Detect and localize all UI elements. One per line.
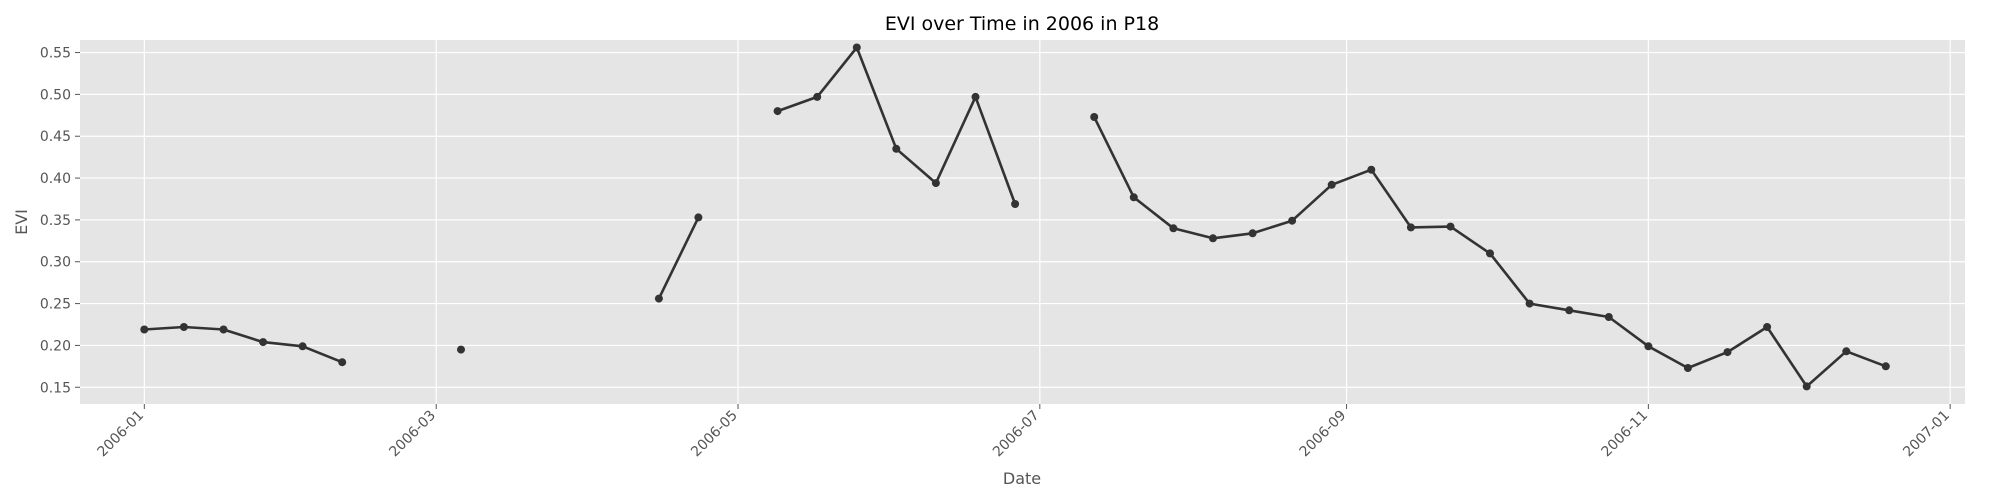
y-tick-label: 0.50 (40, 87, 71, 103)
data-point (1288, 216, 1297, 225)
data-point (1763, 323, 1772, 331)
data-point (457, 345, 465, 354)
data-point (813, 92, 822, 101)
y-tick-label: 0.35 (40, 213, 71, 229)
data-point (140, 325, 149, 334)
y-tick-label: 0.40 (40, 171, 71, 187)
data-point (1169, 224, 1178, 233)
data-point (1486, 249, 1494, 258)
data-point (1604, 313, 1613, 321)
y-axis-label: EVI (12, 209, 31, 235)
y-tick-label: 0.30 (40, 255, 71, 271)
data-point (179, 323, 188, 331)
data-point (1446, 222, 1455, 231)
data-point (1525, 299, 1534, 308)
data-point (1406, 223, 1415, 232)
x-tick-label: 2006-07 (990, 408, 1043, 461)
series-points (140, 43, 1890, 391)
y-tick-label: 0.45 (40, 129, 71, 145)
data-point (1842, 347, 1851, 356)
data-point (1683, 364, 1692, 372)
x-tick-label: 2006-01 (94, 408, 147, 461)
data-point (971, 92, 980, 101)
y-tick-label: 0.55 (40, 46, 71, 62)
data-point (1367, 165, 1376, 174)
data-point (259, 338, 268, 347)
data-point (1723, 348, 1732, 357)
data-point (1881, 362, 1890, 371)
data-point (931, 179, 940, 188)
y-tick-label: 0.20 (40, 338, 71, 354)
chart-title: EVI over Time in 2006 in P18 (885, 13, 1159, 35)
data-point (773, 107, 782, 116)
data-point (338, 358, 347, 367)
data-point (1644, 342, 1653, 351)
data-point (892, 144, 901, 153)
data-point (654, 294, 663, 303)
x-tick-label: 2006-09 (1297, 408, 1350, 461)
data-point (1090, 113, 1099, 121)
data-point (1248, 229, 1257, 238)
data-point (298, 342, 307, 351)
series-line-segment (144, 325, 343, 364)
data-point (1565, 306, 1574, 315)
data-point (219, 325, 228, 334)
data-point (1327, 180, 1336, 189)
data-point (694, 213, 703, 222)
y-tick-label: 0.15 (40, 380, 71, 396)
x-tick-label: 2006-05 (688, 408, 741, 461)
x-tick-label: 2007-01 (1900, 408, 1953, 461)
grid-lines (80, 40, 1965, 404)
x-tick-label: 2006-11 (1599, 408, 1652, 461)
data-point (1209, 234, 1217, 243)
data-point (1011, 200, 1020, 208)
series-line-segment (657, 216, 700, 300)
x-tick-label: 2006-03 (386, 408, 439, 461)
x-axis-label: Date (1003, 469, 1041, 488)
data-point (1129, 193, 1138, 202)
data-point (852, 43, 861, 52)
data-point (1802, 382, 1811, 391)
y-tick-label: 0.25 (40, 297, 71, 313)
